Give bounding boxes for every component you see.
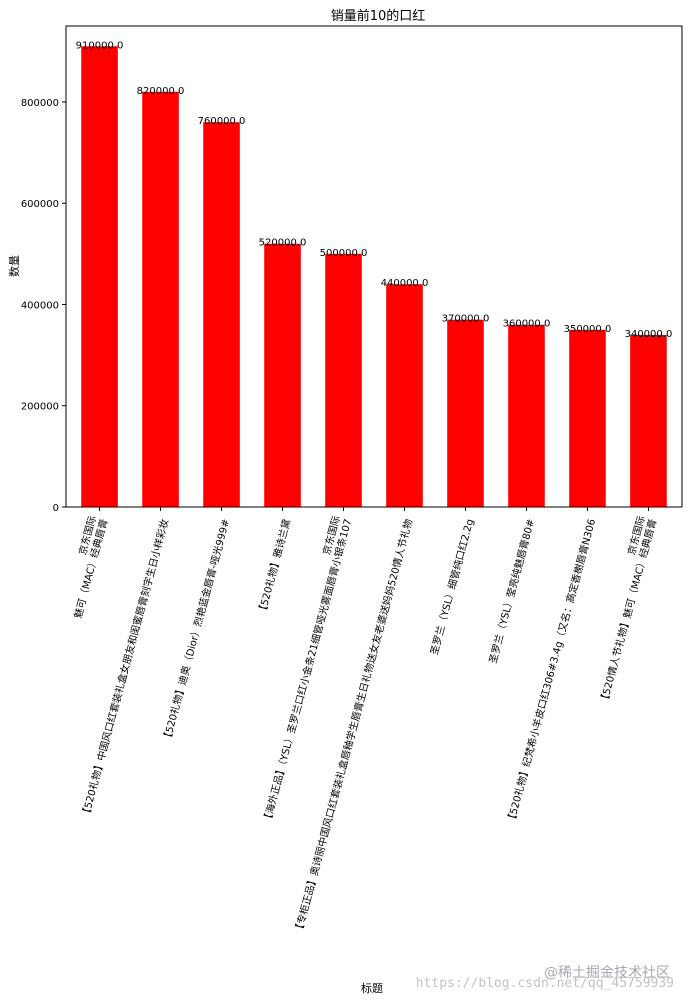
bar-value-label-5: 440000.0	[381, 278, 429, 289]
y-tick-label-0: 0	[53, 503, 59, 514]
x-tick-label-2: 【520礼物】迪奥（Dior）烈艳蓝金唇膏-哑光999#	[160, 517, 232, 743]
watermark-brand: @稀土掘金技术社区	[544, 965, 670, 981]
x-tick-label-line-6-0: 圣罗兰（YSL）细管纯口红2.2g	[427, 517, 476, 656]
x-tick-label-6: 圣罗兰（YSL）细管纯口红2.2g	[427, 517, 476, 656]
bar-value-label-2: 760000.0	[198, 116, 246, 127]
plot-frame	[65, 25, 683, 508]
bar-7	[508, 324, 545, 507]
x-tick-label-9: 京东国际【520情人节礼物】魅可（MAC）经典唇膏	[597, 514, 659, 705]
y-axis: 0 200000 400000 600000 800000	[21, 98, 66, 514]
x-tick-label-5: 【专柜正品】奥诗丽中国风口红套装礼盒唇釉学生唇膏生日礼物送女友老婆送妈妈520情…	[292, 517, 416, 935]
bar-value-label-6: 370000.0	[442, 314, 490, 325]
watermark-url: https://blog.csdn.net/qq_45759939	[415, 976, 674, 991]
chart-title: 销量前10的口红	[331, 8, 426, 24]
y-tick-label-2: 400000	[21, 300, 59, 311]
bar-1	[142, 91, 179, 508]
bar-8	[569, 329, 606, 507]
x-axis: 京东国际魅可（MAC）经典唇膏【520礼物】中国风口红套装礼盒女朋友和闺蜜唇膏刻…	[71, 507, 659, 935]
bar-value-label-9: 340000.0	[625, 329, 673, 340]
bars-layer	[81, 46, 667, 508]
bar-value-label-1: 820000.0	[137, 86, 185, 97]
x-tick-label-line-5-0: 【专柜正品】奥诗丽中国风口红套装礼盒唇釉学生唇膏生日礼物送女友老婆送妈妈520情…	[292, 517, 416, 935]
bar-2	[203, 122, 240, 507]
bar-value-label-7: 360000.0	[503, 319, 551, 330]
y-tick-label-3: 600000	[21, 199, 59, 210]
bar-value-label-8: 350000.0	[564, 324, 612, 335]
x-tick-label-7: 圣罗兰（YSL）莹亮纯魅唇膏80#	[486, 517, 537, 664]
bar-6	[447, 319, 484, 507]
bar-4	[325, 253, 362, 507]
bar-value-label-0: 910000.0	[76, 40, 124, 51]
bar-value-label-3: 520000.0	[259, 238, 307, 249]
x-axis-label: 标题	[361, 981, 383, 995]
x-tick-label-line-3-0: 【520礼物】雅诗兰黛	[255, 517, 293, 616]
bar-value-label-4: 500000.0	[320, 248, 368, 259]
y-tick-label-4: 800000	[21, 98, 59, 109]
y-tick-label-1: 200000	[21, 402, 59, 413]
data-labels-layer: 910000.0 820000.0 760000.0 520000.0 500000.0…	[76, 40, 673, 340]
x-tick-label-line-7-0: 圣罗兰（YSL）莹亮纯魅唇膏80#	[486, 517, 537, 664]
bar-5	[386, 284, 423, 507]
x-tick-label-3: 【520礼物】雅诗兰黛	[255, 517, 293, 616]
bar-9	[630, 334, 667, 507]
x-tick-label-line-2-0: 【520礼物】迪奥（Dior）烈艳蓝金唇膏-哑光999#	[160, 517, 232, 743]
y-axis-label: 数量	[8, 255, 21, 277]
bar-3	[264, 243, 301, 507]
bar-0	[81, 46, 118, 508]
